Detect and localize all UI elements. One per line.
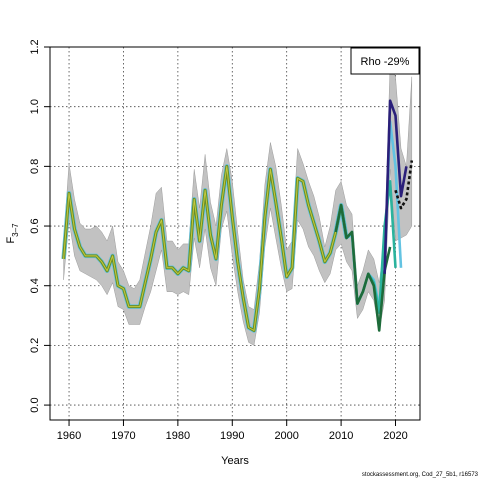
legend-box xyxy=(350,47,420,75)
x-tick-label: 1990 xyxy=(220,430,244,442)
confidence-band xyxy=(63,64,412,346)
series-line-peel xyxy=(383,99,408,274)
legend-text: Rho -29% xyxy=(361,56,410,68)
x-tick-label: 1970 xyxy=(111,430,135,442)
x-tick-label: 2020 xyxy=(383,430,407,442)
y-tick-label: 0.8 xyxy=(29,159,41,174)
series-line-peel xyxy=(334,203,392,332)
x-axis-title: Years xyxy=(221,455,249,467)
series-line-main-highlight xyxy=(63,165,347,331)
y-tick-label: 0.4 xyxy=(29,278,41,293)
y-tick-label: 1.2 xyxy=(29,39,41,54)
y-tick-label: 0.6 xyxy=(29,218,41,233)
y-axis-title: F3–7 xyxy=(5,223,20,244)
y-tick-label: 0.2 xyxy=(29,338,41,353)
x-tick-label: 2010 xyxy=(329,430,353,442)
x-tick-label: 1960 xyxy=(57,430,81,442)
y-axis-title-subscript: 3–7 xyxy=(11,223,20,237)
y-tick-label: 1.0 xyxy=(29,99,41,114)
series-line-peel-dashed xyxy=(394,160,414,210)
footer-source: stockassessment.org, Cod_27_5b1, r16573 xyxy=(361,472,478,478)
y-tick-label: 0.0 xyxy=(29,397,41,412)
x-tick-label: 1980 xyxy=(166,430,190,442)
x-tick-label: 2000 xyxy=(274,430,298,442)
y-axis-title-main: F xyxy=(5,237,17,244)
plot-frame xyxy=(49,46,421,421)
